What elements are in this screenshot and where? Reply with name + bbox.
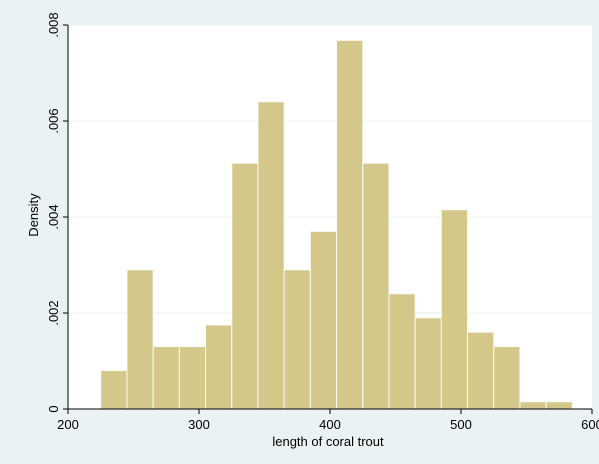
y-tick-label-3: .006 [46, 108, 61, 133]
y-tick-label-2: .004 [46, 204, 61, 229]
histogram-bars [100, 39, 573, 410]
x-axis-ticks: 200 300 400 500 600 [57, 409, 599, 432]
x-tick-label-2: 400 [319, 417, 341, 432]
histogram-bar-0 [100, 370, 128, 410]
histogram-bar-1 [126, 269, 154, 410]
histogram-bar-8 [309, 230, 338, 410]
histogram-bar-14 [467, 331, 495, 410]
histogram-bar-7 [283, 269, 311, 410]
y-axis-ticks: 0 .002 .004 .006 .008 [46, 12, 68, 413]
histogram-bar-2 [152, 346, 180, 410]
y-axis-title: Density [26, 193, 41, 237]
histogram-bar-12 [414, 317, 442, 410]
gridlines [68, 24, 592, 314]
y-tick-label-4: .008 [46, 12, 61, 37]
histogram-bar-6 [257, 101, 285, 410]
histogram-bar-9 [336, 39, 364, 410]
histogram-bar-11 [388, 293, 416, 410]
x-axis-title: length of coral trout [272, 434, 384, 449]
y-tick-label-0: 0 [46, 405, 61, 412]
y-tick-label-1: .002 [46, 300, 61, 325]
histogram-bar-10 [362, 162, 390, 410]
histogram-bar-4 [205, 324, 233, 410]
histogram-bar-17 [545, 401, 573, 410]
histogram-bar-3 [178, 346, 207, 410]
histogram-bar-15 [493, 346, 521, 410]
histogram-bar-16 [519, 401, 547, 410]
x-tick-label-4: 600 [581, 417, 599, 432]
x-tick-label-1: 300 [188, 417, 210, 432]
x-tick-label-3: 500 [450, 417, 472, 432]
x-tick-label-0: 200 [57, 417, 79, 432]
histogram-bar-13 [440, 209, 469, 410]
histogram-bar-5 [231, 162, 259, 410]
